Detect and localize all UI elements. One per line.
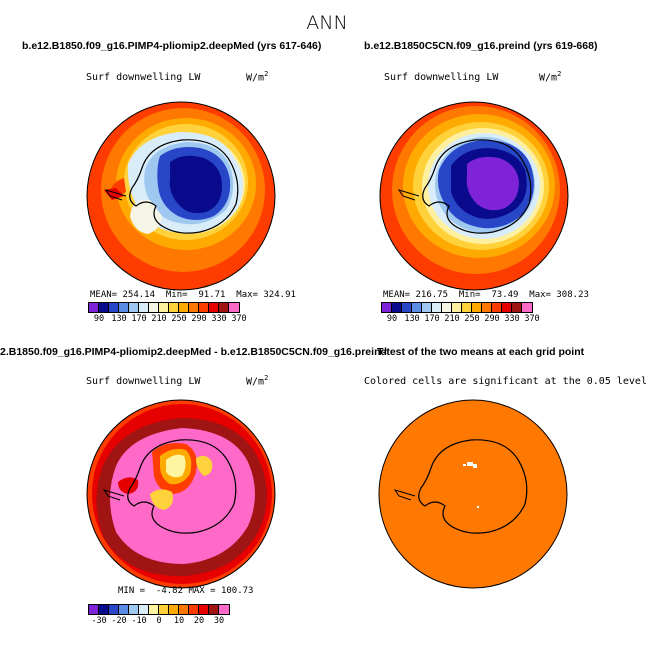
- colorbar-swatch: [159, 605, 169, 614]
- colorbar-swatch: [149, 605, 159, 614]
- colorbar-tick-label: 30: [213, 616, 225, 626]
- colorbar-swatch: [402, 303, 412, 312]
- colorbar-tick-label: 90: [386, 314, 398, 324]
- colorbar-swatch: [139, 303, 149, 312]
- panel-3-title: 2.B1850.f09_g16.PIMP4-pliomip2.deepMed -…: [0, 346, 387, 358]
- colorbar-swatch: [219, 303, 229, 312]
- panel-3-units: W/m2: [246, 374, 269, 388]
- colorbar-swatch: [209, 605, 219, 614]
- panel-1-title: b.e12.B1850.f09_g16.PIMP4-pliomip2.deepM…: [22, 40, 322, 52]
- colorbar-swatch: [179, 605, 189, 614]
- panel-1-map: [86, 101, 276, 291]
- colorbar-tick-label: 370: [231, 314, 247, 324]
- colorbar-swatch: [159, 303, 169, 312]
- colorbar-swatch: [99, 303, 109, 312]
- panel-1-units: W/m2: [246, 70, 269, 84]
- panel-3-map: [86, 399, 276, 589]
- colorbar-swatch: [472, 303, 482, 312]
- colorbar-tick-label: 170: [131, 314, 147, 324]
- panel-1-colorbar-labels: 90 130 170 210 250 290 330 370: [88, 314, 268, 326]
- colorbar-swatch: [462, 303, 472, 312]
- colorbar-swatch: [502, 303, 512, 312]
- colorbar-swatch: [412, 303, 422, 312]
- panel-2-stats: MEAN= 216.75 Min= 73.49 Max= 308.23: [383, 290, 589, 300]
- colorbar-tick-label: 290: [191, 314, 207, 324]
- colorbar-swatch: [522, 303, 532, 312]
- colorbar-swatch: [109, 303, 119, 312]
- colorbar-swatch: [189, 303, 199, 312]
- colorbar-tick-label: 130: [404, 314, 420, 324]
- colorbar-tick-label: -10: [131, 616, 147, 626]
- panel-1-variable-label: Surf downwelling LW: [86, 72, 201, 83]
- colorbar-swatch: [129, 605, 139, 614]
- colorbar-tick-label: 330: [504, 314, 520, 324]
- colorbar-swatch: [492, 303, 502, 312]
- colorbar-tick-label: 0: [156, 616, 162, 626]
- colorbar-tick-label: 250: [171, 314, 187, 324]
- colorbar-tick-label: 90: [93, 314, 105, 324]
- colorbar-swatch: [129, 303, 139, 312]
- colorbar-swatch: [512, 303, 522, 312]
- colorbar-swatch: [89, 605, 99, 614]
- colorbar-swatch: [119, 605, 129, 614]
- panel-2-variable-label: Surf downwelling LW: [384, 72, 499, 83]
- colorbar-tick-label: 10: [173, 616, 185, 626]
- colorbar-swatch: [452, 303, 462, 312]
- colorbar-tick-label: -20: [111, 616, 127, 626]
- colorbar-swatch: [149, 303, 159, 312]
- colorbar-tick-label: 250: [464, 314, 480, 324]
- colorbar-tick-label: 330: [211, 314, 227, 324]
- colorbar-tick-label: 290: [484, 314, 500, 324]
- colorbar-tick-label: -30: [91, 616, 107, 626]
- panel-2-colorbar: [381, 302, 533, 313]
- panel-2-units: W/m2: [539, 70, 562, 84]
- panel-2-colorbar-labels: 90 130 170 210 250 290 330 370: [381, 314, 561, 326]
- colorbar-swatch: [169, 303, 179, 312]
- colorbar-tick-label: 210: [151, 314, 167, 324]
- colorbar-tick-label: 170: [424, 314, 440, 324]
- colorbar-swatch: [219, 605, 229, 614]
- colorbar-swatch: [199, 605, 209, 614]
- panel-2-title: b.e12.B1850C5CN.f09_g16.preind (yrs 619-…: [364, 40, 598, 52]
- panel-3-colorbar: [88, 604, 230, 615]
- colorbar-tick-label: 20: [193, 616, 205, 626]
- panel-3-colorbar-labels: -30 -20 -10 0 10 20 30: [88, 616, 268, 628]
- colorbar-swatch: [382, 303, 392, 312]
- panel-4-title: T-test of the two means at each grid poi…: [377, 346, 585, 358]
- panel-2-map: [379, 101, 569, 291]
- colorbar-swatch: [482, 303, 492, 312]
- colorbar-tick-label: 130: [111, 314, 127, 324]
- colorbar-swatch: [229, 303, 239, 312]
- colorbar-swatch: [432, 303, 442, 312]
- main-title: ANN: [306, 12, 348, 34]
- panel-4-map: [378, 399, 568, 589]
- panel-2: b.e12.B1850C5CN.f09_g16.preind (yrs 619-…: [327, 40, 654, 330]
- panel-3: 2.B1850.f09_g16.PIMP4-pliomip2.deepMed -…: [0, 346, 387, 646]
- colorbar-swatch: [89, 303, 99, 312]
- panel-3-stats: MIN = -4.82 MAX = 100.73: [118, 586, 254, 596]
- colorbar-swatch: [422, 303, 432, 312]
- colorbar-swatch: [109, 605, 119, 614]
- colorbar-swatch: [139, 605, 149, 614]
- panel-1-stats: MEAN= 254.14 Min= 91.71 Max= 324.91: [90, 290, 296, 300]
- colorbar-swatch: [169, 605, 179, 614]
- colorbar-swatch: [179, 303, 189, 312]
- colorbar-swatch: [99, 605, 109, 614]
- colorbar-swatch: [442, 303, 452, 312]
- colorbar-tick-label: 370: [524, 314, 540, 324]
- panel-4-annotation: Colored cells are significant at the 0.0…: [364, 376, 647, 387]
- colorbar-swatch: [209, 303, 219, 312]
- panel-3-variable-label: Surf downwelling LW: [86, 376, 201, 387]
- panel-1-colorbar: [88, 302, 240, 313]
- colorbar-swatch: [392, 303, 402, 312]
- panel-4: T-test of the two means at each grid poi…: [327, 346, 654, 646]
- colorbar-tick-label: 210: [444, 314, 460, 324]
- colorbar-swatch: [199, 303, 209, 312]
- colorbar-swatch: [119, 303, 129, 312]
- panel-1: b.e12.B1850.f09_g16.PIMP4-pliomip2.deepM…: [0, 40, 327, 330]
- colorbar-swatch: [189, 605, 199, 614]
